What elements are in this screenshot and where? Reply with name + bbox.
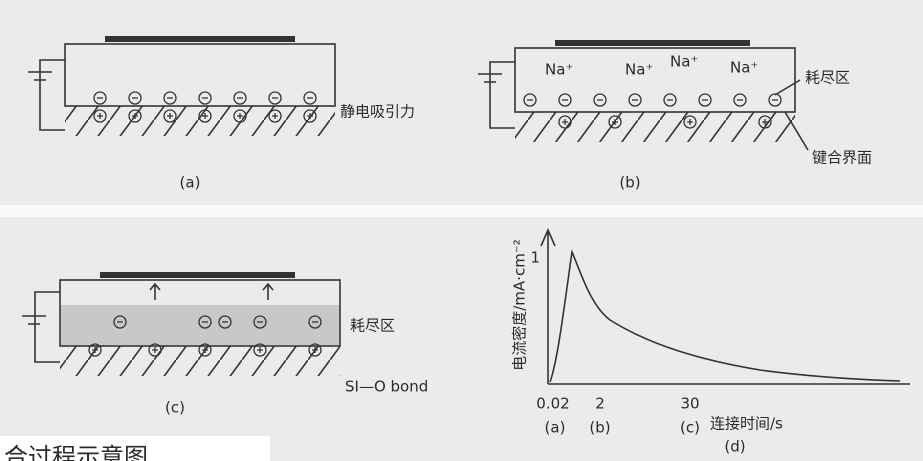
ion: Na⁺ (670, 53, 698, 71)
silicon (65, 106, 335, 136)
stage-label: (a) (545, 419, 566, 437)
x-tick: 0.02 (536, 395, 569, 413)
silicon (60, 346, 340, 376)
panel-label: (d) (724, 438, 745, 456)
y-tick: 1 (530, 249, 540, 267)
electrode (105, 36, 295, 42)
ion: Na⁺ (625, 61, 653, 79)
stage-label: (c) (680, 419, 700, 437)
silicon (515, 112, 795, 142)
background (0, 0, 923, 461)
annotation: 耗尽区 (805, 69, 850, 87)
electrode (100, 272, 295, 278)
x-tick: 30 (680, 395, 699, 413)
ion: Na⁺ (545, 61, 573, 79)
annotation: 静电吸引力 (340, 103, 415, 121)
annotation: 键合界面 (812, 149, 872, 167)
diagram: 静电吸引力 (a) Na⁺ Na⁺ Na⁺ Na⁺ 耗尽区 键合界面 (b) 耗… (0, 0, 923, 461)
panel-label: (c) (165, 399, 185, 417)
panel-label: (b) (619, 174, 640, 192)
y-axis-label: 电流密度/mA·cm⁻² (511, 239, 529, 371)
stage-label: (b) (589, 419, 610, 437)
separator (0, 205, 923, 217)
annotation: SI—O bond (345, 378, 428, 396)
caption: 合过程示意图 (4, 443, 148, 461)
panel-label: (a) (180, 174, 201, 192)
x-tick: 2 (595, 395, 605, 413)
annotation: 耗尽区 (350, 317, 395, 335)
x-axis-label: 连接时间/s (710, 415, 783, 433)
ion: Na⁺ (730, 59, 758, 77)
electrode (555, 40, 750, 46)
